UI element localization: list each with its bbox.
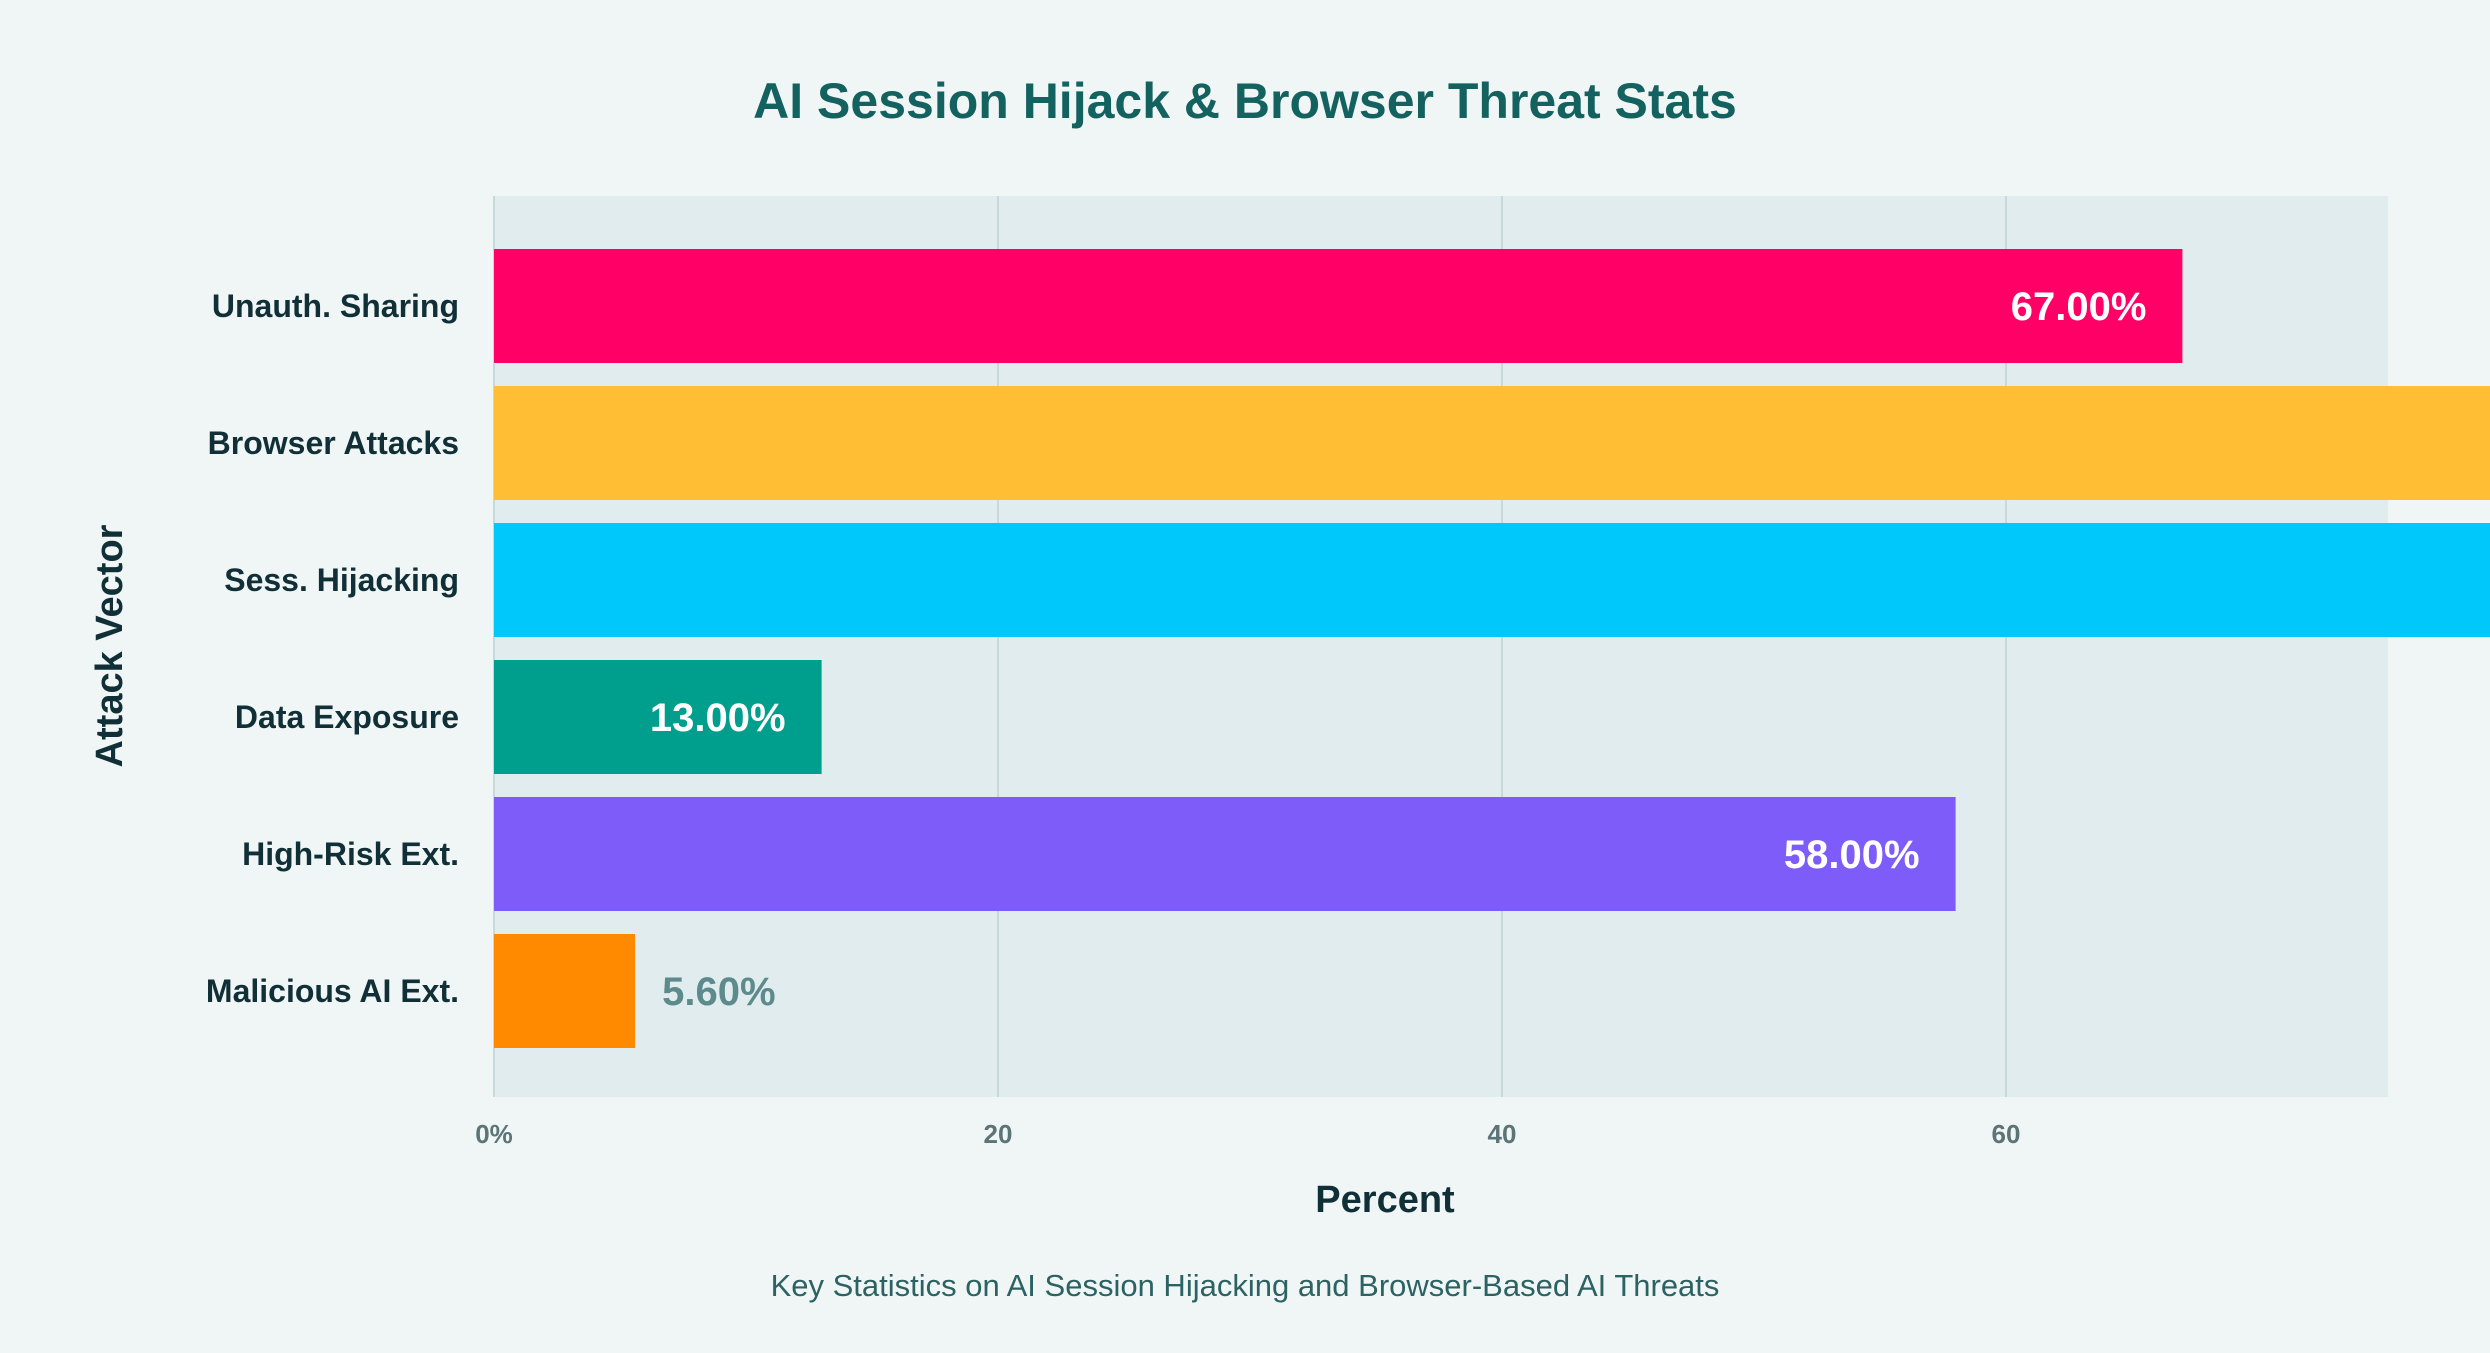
category-label: Sess. Hijacking — [224, 562, 459, 598]
bar-value-label: 58.00% — [1784, 833, 1920, 877]
bar — [494, 934, 636, 1048]
category-label: Browser Attacks — [208, 425, 459, 461]
bar — [494, 386, 2490, 500]
bar — [494, 660, 822, 774]
category-label: Malicious AI Ext. — [206, 973, 459, 1009]
x-tick-label: 40 — [1488, 1119, 1517, 1149]
bar-value-label: 13.00% — [650, 696, 786, 740]
category-label: High-Risk Ext. — [242, 836, 459, 872]
x-tick-label: 60 — [1992, 1119, 2021, 1149]
bar — [494, 249, 2183, 363]
y-axis-title: Attack Vector — [89, 524, 131, 767]
bar-value-label: 5.60% — [662, 970, 775, 1014]
x-tick-label: 20 — [984, 1119, 1013, 1149]
bar — [494, 797, 1956, 911]
chart-subtitle: Key Statistics on AI Session Hijacking a… — [771, 1268, 1720, 1303]
category-label: Unauth. Sharing — [212, 288, 459, 324]
bar — [494, 523, 2490, 637]
x-axis-title: Percent — [1315, 1179, 1455, 1221]
bar-value-label: 67.00% — [2011, 285, 2147, 329]
x-tick-label: 0% — [475, 1119, 513, 1149]
category-label: Data Exposure — [235, 699, 459, 735]
category-labels: Unauth. Sharing Browser Attacks Sess. Hija… — [206, 288, 459, 1009]
bars: 67.00%140%111%13.00%58.00%5.60% — [494, 249, 2490, 1048]
chart-title: AI Session Hijack & Browser Threat Stats — [753, 73, 1737, 129]
x-tick-labels: 0%20406080100120140 — [475, 1119, 2021, 1149]
